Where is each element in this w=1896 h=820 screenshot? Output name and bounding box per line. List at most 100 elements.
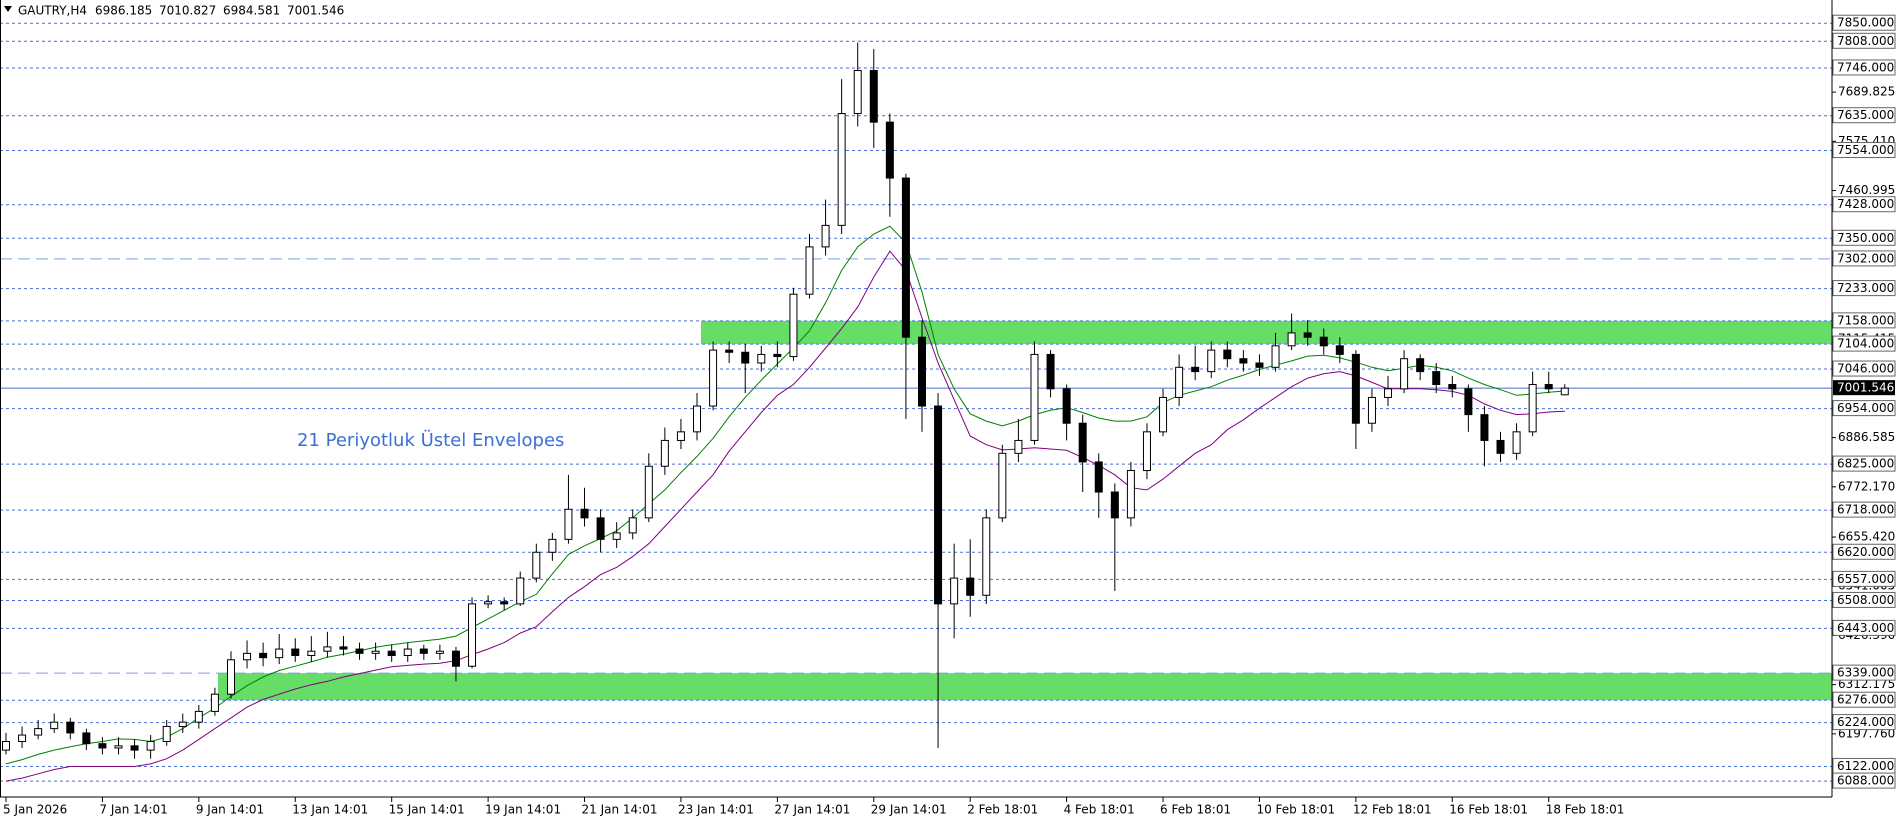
candle-body: [355, 648, 364, 654]
candle-body: [1062, 388, 1071, 424]
candle-body: [1126, 470, 1135, 519]
level-label: 6825.000: [1837, 457, 1894, 471]
level-label: 6122.000: [1837, 759, 1894, 773]
x-tick-label: 27 Jan 14:01: [774, 803, 850, 817]
level-label: 6276.000: [1837, 693, 1894, 707]
candle-body: [966, 577, 975, 596]
level-box: [1832, 14, 1896, 31]
level-box: [1832, 312, 1896, 329]
candle-body: [901, 177, 910, 338]
y-tick-label: 6772.170: [1838, 479, 1895, 493]
envelopes: [5, 225, 1565, 782]
menu-arrow[interactable]: [4, 6, 12, 12]
candle-body: [1544, 384, 1553, 390]
candle-body: [934, 405, 943, 605]
labels: 7689.8257575.4107460.9957115.4156886.585…: [3, 14, 1896, 817]
candle-body: [259, 652, 268, 659]
level-label: 6088.000: [1837, 774, 1894, 788]
candle-body: [1110, 491, 1119, 519]
candle-body: [1400, 358, 1409, 390]
zone: [701, 320, 1832, 345]
candle-body: [1142, 431, 1151, 472]
candle-body: [516, 577, 525, 605]
candle-body: [885, 121, 894, 179]
candle-body: [1271, 345, 1280, 368]
y-tick-label: 6655.420: [1838, 530, 1895, 544]
level-label: 7635.000: [1837, 108, 1894, 122]
level-box: [1832, 400, 1896, 417]
level-label: 6557.000: [1837, 572, 1894, 586]
candle-body: [725, 349, 734, 353]
level-label: 6508.000: [1837, 593, 1894, 607]
candle-body: [1416, 358, 1425, 373]
candle-body: [339, 646, 348, 650]
candle-body: [18, 734, 27, 743]
candle-body: [1432, 371, 1441, 386]
candle-body: [821, 224, 830, 248]
candle-body: [628, 517, 637, 534]
candle-body: [837, 113, 846, 226]
level-label: 7302.000: [1837, 251, 1894, 265]
candle-body: [1319, 336, 1328, 347]
x-tick-label: 19 Jan 14:01: [485, 803, 561, 817]
level-box: [1832, 714, 1896, 731]
candle-body: [451, 650, 460, 667]
candle-body: [676, 431, 685, 441]
candle-body: [869, 70, 878, 123]
candle-body: [1287, 332, 1296, 347]
candle-body: [387, 650, 396, 656]
x-tick-label: 23 Jan 14:01: [678, 803, 754, 817]
level-box: [1832, 501, 1896, 518]
candle-body: [1480, 414, 1489, 441]
level-box: [1832, 280, 1896, 297]
x-tick-label: 9 Jan 14:01: [196, 803, 264, 817]
symbol: GAUTRY,H4: [18, 4, 87, 18]
candle-body: [1175, 366, 1184, 398]
level-box: [1832, 691, 1896, 708]
ohlc-high: 7010.827: [159, 4, 216, 18]
level-label: 7428.000: [1837, 197, 1894, 211]
candle-body: [226, 659, 235, 695]
level-label: 6620.000: [1837, 545, 1894, 559]
level-label: 6224.000: [1837, 715, 1894, 729]
annotation: 21 Periyotluk Üstel Envelopes: [297, 429, 564, 451]
level-label: 7158.000: [1837, 313, 1894, 327]
x-tick-label: 4 Feb 18:01: [1064, 803, 1135, 817]
level-label: 7104.000: [1837, 337, 1894, 351]
levels: [0, 22, 1832, 782]
candle-body: [773, 353, 782, 358]
candle-body: [146, 741, 155, 751]
candle-body: [1207, 349, 1216, 373]
axes: [0, 0, 1836, 802]
x-tick-label: 6 Feb 18:01: [1160, 803, 1231, 817]
candle-body: [1464, 388, 1473, 416]
ohlc-low: 6984.581: [223, 4, 280, 18]
candle-body: [1030, 353, 1039, 441]
level-box: [1832, 32, 1896, 49]
candle-body: [950, 577, 959, 605]
candle-body: [1560, 387, 1569, 396]
candle-body: [1367, 396, 1376, 424]
candle-body: [1239, 358, 1248, 364]
candle-body: [500, 601, 509, 605]
candle-body: [660, 439, 669, 467]
candle-body: [1223, 349, 1232, 360]
ohlc-close: 7001.546: [287, 4, 344, 18]
y-tick-label: 7460.995: [1838, 183, 1895, 197]
level-box: [1832, 360, 1896, 377]
candle-body: [371, 650, 380, 654]
candle-body: [275, 648, 284, 659]
candle-body: [162, 725, 171, 743]
candle-body: [1255, 362, 1264, 368]
zone: [218, 673, 1832, 701]
level-label: 7046.000: [1837, 362, 1894, 376]
x-tick-label: 2 Feb 18:01: [967, 803, 1038, 817]
x-tick-label: 21 Jan 14:01: [582, 803, 658, 817]
candle-body: [596, 517, 605, 540]
level-box: [1832, 619, 1896, 636]
candle-body: [307, 650, 316, 656]
candle-body: [178, 721, 187, 727]
x-tick-label: 13 Jan 14:01: [292, 803, 368, 817]
level-label: 6718.000: [1837, 503, 1894, 517]
